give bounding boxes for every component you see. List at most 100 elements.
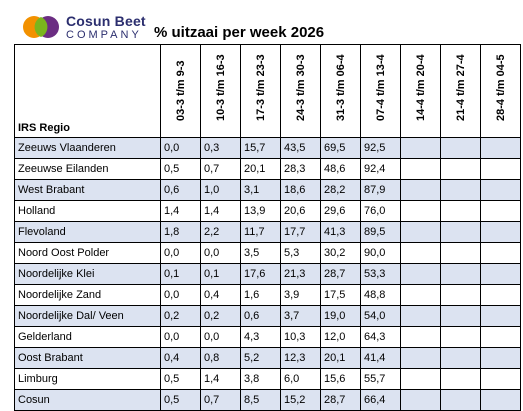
week-label: 24-3 t/m 30-3 [294,54,307,121]
value-cell: 12,0 [320,326,361,348]
value-cell: 2,2 [200,221,241,243]
table-row: Gelderland 0,0 0,0 4,3 10,3 12,0 64,3 [14,326,521,348]
value-cell [400,179,441,201]
region-cell: Oost Brabant [14,347,161,369]
week-label: 28-4 t/m 04-5 [494,54,507,121]
week-label: 17-3 t/m 23-3 [254,54,267,121]
value-cell [400,284,441,306]
value-cell [480,305,521,327]
value-cell: 43,5 [280,137,321,159]
week-column-header: 17-3 t/m 23-3 [240,44,281,138]
value-cell [480,389,521,411]
value-cell: 0,0 [160,137,201,159]
value-cell: 28,7 [320,263,361,285]
value-cell [480,158,521,180]
value-cell [440,305,481,327]
region-cell: Zeeuwse Eilanden [14,158,161,180]
value-cell [400,368,441,390]
value-cell [440,221,481,243]
value-cell [400,242,441,264]
value-cell: 1,8 [160,221,201,243]
value-cell: 15,2 [280,389,321,411]
value-cell [440,263,481,285]
week-column-header: 28-4 t/m 04-5 [480,44,521,138]
region-cell: Cosun [14,389,161,411]
logo-text-line1: Cosun Beet [66,13,146,29]
value-cell: 20,1 [320,347,361,369]
value-cell [400,263,441,285]
value-cell: 1,6 [240,284,281,306]
value-cell: 0,2 [160,305,201,327]
value-cell: 0,0 [160,326,201,348]
value-cell: 0,4 [200,284,241,306]
value-cell: 15,7 [240,137,281,159]
week-column-header: 07-4 t/m 13-4 [360,44,401,138]
value-cell: 1,0 [200,179,241,201]
value-cell: 29,6 [320,200,361,222]
table-row: Noordelijke Klei 0,1 0,1 17,6 21,3 28,7 53,3 [14,263,521,285]
value-cell: 69,5 [320,137,361,159]
value-cell: 20,6 [280,200,321,222]
table-row: Noordelijke Dal/ Veen 0,2 0,2 0,6 3,7 19,0 54,… [14,305,521,327]
region-column-header: IRS Regio [14,44,161,138]
value-cell: 17,6 [240,263,281,285]
value-cell: 64,3 [360,326,401,348]
value-cell [400,326,441,348]
table-row: Flevoland 1,8 2,2 11,7 17,7 41,3 89,5 [14,221,521,243]
value-cell [400,221,441,243]
page-title: % uitzaai per week 2026 [154,24,325,41]
table-row: Noordelijke Zand 0,0 0,4 1,6 3,9 17,5 48,8 [14,284,521,306]
value-cell: 13,9 [240,200,281,222]
value-cell: 92,5 [360,137,401,159]
table-row: Noord Oost Polder 0,0 0,0 3,5 5,3 30,2 90,0 [14,242,521,264]
value-cell: 3,9 [280,284,321,306]
value-cell: 1,4 [200,368,241,390]
region-cell: West Brabant [14,179,161,201]
value-cell: 0,2 [200,305,241,327]
value-cell: 90,0 [360,242,401,264]
value-cell [440,326,481,348]
region-cell: Noordelijke Dal/ Veen [14,305,161,327]
value-cell: 0,0 [160,284,201,306]
week-label: 31-3 t/m 06-4 [334,54,347,121]
value-cell [400,389,441,411]
value-cell: 53,3 [360,263,401,285]
value-cell: 5,2 [240,347,281,369]
value-cell [400,305,441,327]
region-cell: Holland [14,200,161,222]
value-cell: 28,2 [320,179,361,201]
value-cell [440,389,481,411]
week-label: 03-3 t/m 9-3 [174,60,187,121]
sowing-table: IRS Regio 03-3 t/m 9-3 10-3 t/m 16-3 17-3 … [14,44,521,411]
value-cell: 12,3 [280,347,321,369]
value-cell: 92,4 [360,158,401,180]
value-cell: 0,1 [160,263,201,285]
value-cell: 30,2 [320,242,361,264]
value-cell: 10,3 [280,326,321,348]
week-column-header: 10-3 t/m 16-3 [200,44,241,138]
week-column-header: 24-3 t/m 30-3 [280,44,321,138]
table-row: Limburg 0,5 1,4 3,8 6,0 15,6 55,7 [14,368,521,390]
table-row: Cosun 0,5 0,7 8,5 15,2 28,7 66,4 [14,389,521,411]
value-cell [400,158,441,180]
cosun-logo-icon [23,16,59,38]
value-cell: 15,6 [320,368,361,390]
week-label: 07-4 t/m 13-4 [374,54,387,121]
value-cell: 87,9 [360,179,401,201]
value-cell: 0,5 [160,368,201,390]
value-cell [480,242,521,264]
value-cell: 76,0 [360,200,401,222]
value-cell: 3,8 [240,368,281,390]
value-cell [480,347,521,369]
value-cell: 4,3 [240,326,281,348]
value-cell [480,263,521,285]
value-cell: 8,5 [240,389,281,411]
value-cell: 0,6 [240,305,281,327]
region-cell: Limburg [14,368,161,390]
week-column-header: 03-3 t/m 9-3 [160,44,201,138]
value-cell: 1,4 [200,200,241,222]
week-column-header: 31-3 t/m 06-4 [320,44,361,138]
value-cell [440,200,481,222]
value-cell: 20,1 [240,158,281,180]
value-cell [440,158,481,180]
